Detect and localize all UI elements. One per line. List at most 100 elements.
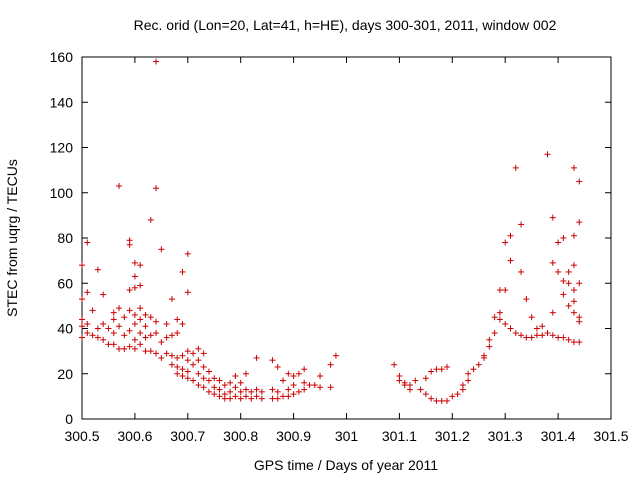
data-point	[232, 373, 239, 380]
data-point	[100, 336, 107, 343]
data-point	[216, 377, 223, 384]
data-point	[475, 361, 482, 368]
data-point	[332, 352, 339, 359]
data-point	[131, 345, 138, 352]
data-point	[327, 361, 334, 368]
data-point	[174, 363, 181, 370]
data-point	[253, 393, 260, 400]
data-point	[533, 332, 540, 339]
data-point	[232, 384, 239, 391]
data-point	[174, 330, 181, 337]
data-point	[576, 339, 583, 346]
data-point	[258, 388, 265, 395]
data-point	[131, 336, 138, 343]
data-point	[137, 305, 144, 312]
y-axis-label: STEC from uqrg / TECUs	[4, 159, 20, 317]
data-point	[89, 332, 96, 339]
data-point	[84, 320, 91, 327]
data-point	[391, 361, 398, 368]
data-point	[465, 370, 472, 377]
data-point	[496, 287, 503, 294]
x-tick-label: 301	[335, 428, 359, 444]
data-point	[205, 388, 212, 395]
data-point	[153, 185, 160, 192]
data-point	[179, 366, 186, 373]
x-tick-label: 301.1	[382, 428, 417, 444]
data-point	[163, 320, 170, 327]
data-point	[242, 370, 249, 377]
data-point	[285, 386, 292, 393]
y-axis: 0 20 40 60 80 100 120 140 160	[50, 49, 611, 427]
data-point	[131, 284, 138, 291]
data-point	[168, 352, 175, 359]
y-tick-label: 40	[57, 321, 73, 337]
y-tick-label: 0	[65, 411, 73, 427]
data-point	[227, 379, 234, 386]
data-point	[396, 377, 403, 384]
data-point	[79, 323, 85, 330]
data-point	[417, 386, 424, 393]
data-point	[290, 391, 297, 398]
data-point	[184, 250, 191, 257]
data-point	[512, 164, 519, 171]
data-point	[142, 334, 149, 341]
data-point	[153, 330, 160, 337]
data-point	[131, 273, 138, 280]
data-point	[555, 268, 562, 275]
data-point	[248, 395, 255, 402]
data-point	[195, 382, 202, 389]
data-point	[179, 373, 186, 380]
data-point	[539, 332, 546, 339]
data-point	[184, 357, 191, 364]
data-point	[576, 178, 583, 185]
x-tick-label: 300.5	[64, 428, 99, 444]
data-point	[147, 332, 154, 339]
data-point	[94, 325, 101, 332]
x-tick-label: 300.9	[276, 428, 311, 444]
data-point	[84, 330, 91, 337]
data-point	[205, 377, 212, 384]
data-point	[444, 363, 451, 370]
y-tick-label: 120	[50, 140, 74, 156]
data-point	[565, 302, 572, 309]
data-point	[94, 266, 101, 273]
x-axis: 300.5 300.6 300.7 300.8 300.9 301 301.1 301.2 30…	[64, 57, 629, 444]
data-point	[147, 314, 154, 321]
data-point	[486, 343, 493, 350]
data-point	[126, 307, 133, 314]
data-point	[576, 219, 583, 226]
chart-title: Rec. orid (Lon=20, Lat=41, h=HE), days 3…	[134, 17, 557, 33]
data-point	[121, 314, 128, 321]
data-point	[237, 395, 244, 402]
data-point	[116, 345, 123, 352]
data-point	[269, 357, 276, 364]
data-point	[121, 332, 128, 339]
data-points	[79, 58, 583, 404]
data-point	[258, 395, 265, 402]
data-point	[481, 352, 488, 359]
data-point	[433, 366, 440, 373]
data-point	[295, 388, 302, 395]
x-tick-label: 301.2	[435, 428, 470, 444]
data-point	[89, 307, 96, 314]
x-tick-label: 300.8	[223, 428, 258, 444]
data-point	[179, 268, 186, 275]
data-point	[565, 268, 572, 275]
data-point	[248, 388, 255, 395]
data-point	[110, 316, 117, 323]
data-point	[406, 386, 413, 393]
data-point	[518, 221, 525, 228]
data-point	[528, 314, 535, 321]
data-point	[576, 280, 583, 287]
data-point	[221, 395, 228, 402]
data-point	[211, 391, 218, 398]
data-point	[142, 348, 149, 355]
data-point	[242, 386, 249, 393]
data-point	[232, 393, 239, 400]
data-point	[184, 289, 191, 296]
x-tick-label: 300.7	[170, 428, 205, 444]
data-point	[274, 363, 281, 370]
data-point	[131, 259, 138, 266]
data-point	[110, 330, 117, 337]
data-point	[570, 298, 577, 305]
